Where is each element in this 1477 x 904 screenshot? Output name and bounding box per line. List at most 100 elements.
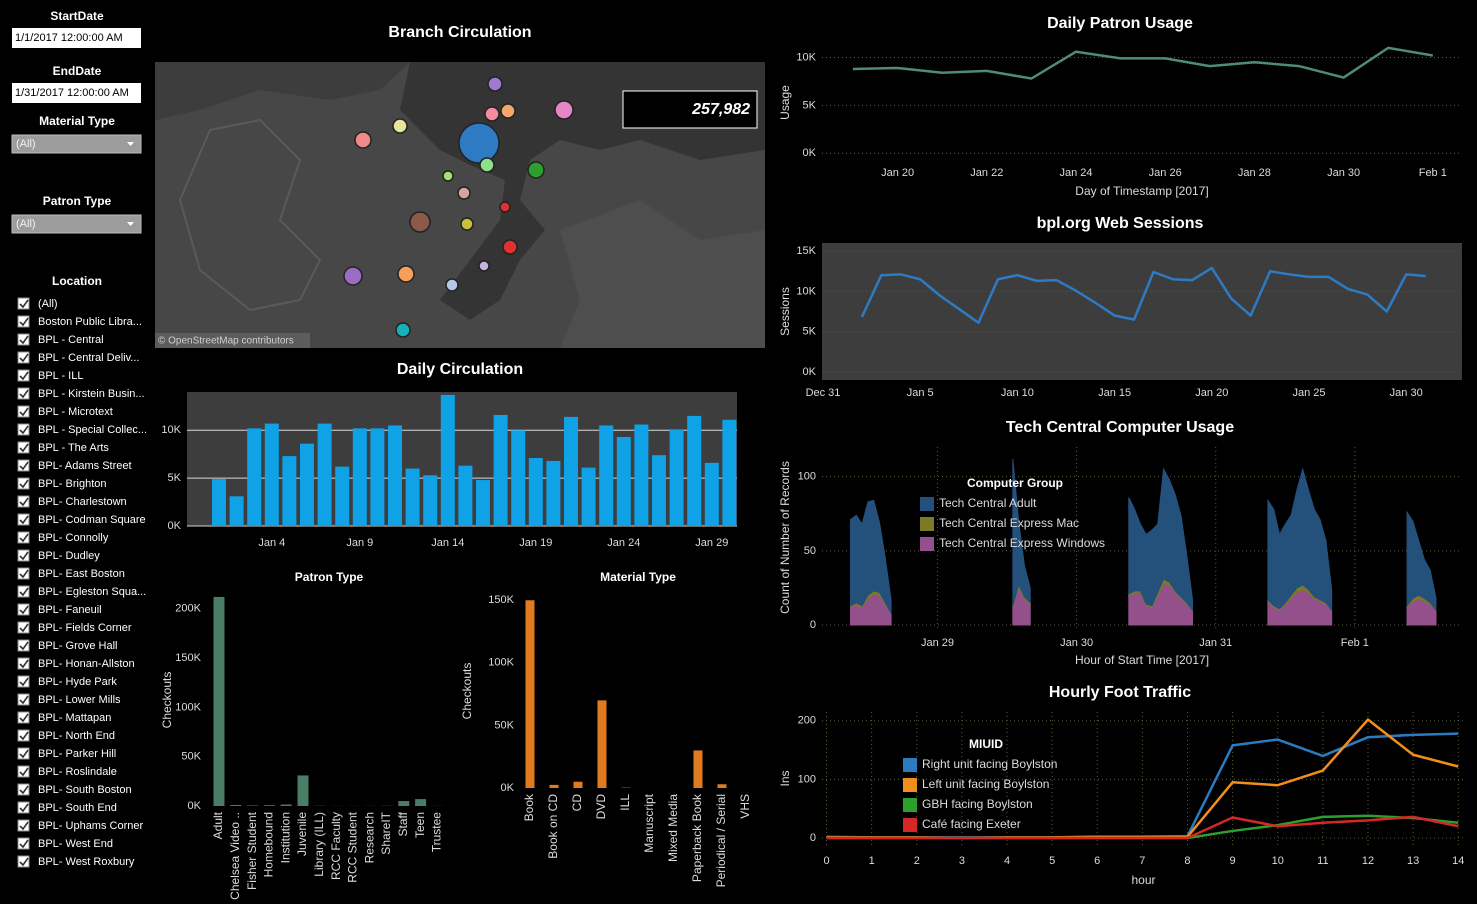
branch-bubble[interactable]: [500, 103, 516, 119]
branch-bubble[interactable]: [487, 76, 503, 92]
bar[interactable]: [212, 479, 226, 526]
checkbox[interactable]: [17, 405, 30, 418]
checkbox[interactable]: [17, 657, 30, 670]
bar[interactable]: [704, 462, 719, 526]
bar[interactable]: [335, 466, 350, 526]
branch-bubble[interactable]: [445, 278, 459, 292]
checkbox[interactable]: [17, 531, 30, 544]
bar[interactable]: [300, 443, 314, 526]
checkbox[interactable]: [17, 585, 30, 598]
branch-bubble[interactable]: [442, 170, 454, 182]
branch-bubble[interactable]: [458, 122, 500, 164]
branch-bubble[interactable]: [457, 186, 471, 200]
bar[interactable]: [423, 475, 438, 526]
checkbox[interactable]: [17, 783, 30, 796]
branch-bubble[interactable]: [343, 266, 363, 286]
branch-bubble[interactable]: [478, 260, 490, 272]
bar[interactable]: [264, 423, 279, 526]
bar[interactable]: [546, 460, 561, 526]
branch-bubble[interactable]: [499, 201, 511, 213]
bar[interactable]: [573, 781, 583, 788]
bar[interactable]: [597, 700, 607, 788]
checkbox[interactable]: [17, 351, 30, 364]
branch-bubble[interactable]: [479, 157, 495, 173]
branch-bubble[interactable]: [354, 131, 372, 149]
checkbox[interactable]: [17, 387, 30, 400]
checkbox[interactable]: [17, 369, 30, 382]
checkbox[interactable]: [17, 801, 30, 814]
bar[interactable]: [213, 596, 225, 806]
checkbox[interactable]: [17, 819, 30, 832]
bar[interactable]: [693, 750, 703, 788]
checkbox[interactable]: [17, 567, 30, 580]
bar[interactable]: [282, 456, 297, 526]
bar[interactable]: [511, 430, 526, 526]
bar[interactable]: [297, 775, 309, 806]
bar[interactable]: [440, 394, 455, 526]
bar[interactable]: [581, 467, 596, 526]
checkbox[interactable]: [17, 747, 30, 760]
branch-bubble[interactable]: [460, 217, 474, 231]
checkbox[interactable]: [17, 693, 30, 706]
checkbox[interactable]: [17, 459, 30, 472]
bar[interactable]: [599, 425, 614, 527]
dropdown[interactable]: [11, 134, 142, 154]
checkbox[interactable]: [17, 855, 30, 868]
bar[interactable]: [398, 801, 410, 806]
dropdown[interactable]: [11, 214, 142, 234]
bar[interactable]: [634, 424, 649, 526]
checkbox[interactable]: [17, 495, 30, 508]
branch-bubble[interactable]: [484, 106, 500, 122]
bar[interactable]: [230, 805, 242, 806]
checkbox[interactable]: [17, 765, 30, 778]
bar[interactable]: [458, 465, 473, 526]
date-input[interactable]: [12, 83, 141, 103]
bar[interactable]: [280, 804, 292, 806]
bar[interactable]: [564, 416, 578, 526]
bar[interactable]: [247, 428, 262, 526]
bar[interactable]: [388, 425, 402, 527]
checkbox[interactable]: [17, 711, 30, 724]
checkbox[interactable]: [17, 549, 30, 562]
bar[interactable]: [493, 414, 508, 526]
bar[interactable]: [263, 805, 275, 806]
legend-label: Right unit facing Boylston: [922, 757, 1057, 771]
bar[interactable]: [549, 784, 559, 788]
checkbox[interactable]: [17, 675, 30, 688]
bar[interactable]: [405, 468, 420, 526]
checkbox[interactable]: [17, 441, 30, 454]
bar[interactable]: [687, 415, 702, 526]
bar[interactable]: [415, 799, 427, 806]
branch-bubble[interactable]: [554, 100, 574, 120]
checkbox[interactable]: [17, 315, 30, 328]
checkbox[interactable]: [17, 639, 30, 652]
bar[interactable]: [476, 480, 490, 526]
bar[interactable]: [317, 423, 332, 526]
checkbox[interactable]: [17, 603, 30, 616]
bar[interactable]: [652, 455, 666, 526]
branch-bubble[interactable]: [502, 239, 518, 255]
bar[interactable]: [616, 436, 631, 526]
branch-bubble[interactable]: [392, 118, 408, 134]
checkbox[interactable]: [17, 837, 30, 850]
branch-bubble[interactable]: [397, 265, 415, 283]
branch-bubble[interactable]: [395, 322, 411, 338]
bar[interactable]: [528, 458, 543, 526]
bar[interactable]: [229, 496, 244, 526]
bar[interactable]: [525, 600, 535, 788]
checkbox[interactable]: [17, 333, 30, 346]
date-input[interactable]: [12, 28, 141, 48]
checkbox[interactable]: [17, 621, 30, 634]
bar[interactable]: [722, 419, 737, 526]
bar[interactable]: [669, 429, 684, 526]
checkbox[interactable]: [17, 729, 30, 742]
bar[interactable]: [370, 428, 385, 526]
bar[interactable]: [352, 428, 367, 526]
branch-bubble[interactable]: [409, 211, 431, 233]
checkbox[interactable]: [17, 477, 30, 490]
bar[interactable]: [717, 784, 727, 788]
branch-bubble[interactable]: [527, 161, 545, 179]
checkbox[interactable]: [17, 513, 30, 526]
checkbox[interactable]: [17, 423, 30, 436]
checkbox[interactable]: [17, 297, 30, 310]
